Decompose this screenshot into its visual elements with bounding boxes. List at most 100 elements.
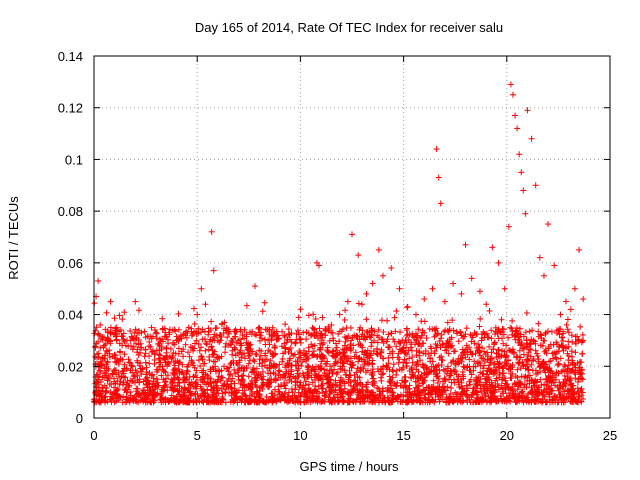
data-point-dense — [385, 344, 392, 351]
data-point — [194, 311, 201, 318]
data-point-dense — [243, 302, 250, 309]
data-point-dense — [380, 370, 387, 377]
data-point-dense — [341, 316, 348, 323]
data-point — [210, 267, 217, 274]
data-point-dense — [508, 325, 515, 332]
data-point — [512, 112, 519, 119]
data-point-dense — [393, 308, 400, 315]
data-point-dense — [557, 355, 564, 362]
data-point-dense — [505, 334, 512, 341]
data-point-dense — [259, 376, 266, 383]
data-point-dense — [142, 371, 149, 378]
data-point — [202, 301, 209, 308]
data-point — [501, 285, 508, 292]
data-point-dense — [239, 332, 246, 339]
data-point — [379, 272, 386, 279]
data-point — [412, 311, 419, 318]
data-point-dense — [206, 357, 213, 364]
data-point-dense — [348, 337, 355, 344]
data-point — [214, 337, 221, 344]
data-point-dense — [255, 325, 262, 332]
data-point-dense — [279, 355, 286, 362]
data-point-dense — [380, 355, 387, 362]
data-point — [576, 246, 583, 253]
data-point-dense — [532, 347, 539, 354]
data-point-dense — [113, 337, 120, 344]
y-tick-label: 0.12 — [58, 101, 83, 116]
data-point — [363, 290, 370, 297]
data-point-dense — [93, 324, 100, 331]
data-point — [433, 146, 440, 153]
data-point-dense — [393, 367, 400, 374]
data-point-dense — [368, 343, 375, 350]
data-point-dense — [572, 349, 579, 356]
data-point-dense — [219, 374, 226, 381]
data-point — [95, 277, 102, 284]
data-point-dense — [295, 314, 302, 321]
data-point-dense — [390, 361, 397, 368]
data-point-dense — [245, 373, 252, 380]
data-point — [557, 311, 564, 318]
x-tick-label: 10 — [293, 428, 307, 443]
data-point-dense — [222, 349, 229, 356]
data-point-dense — [579, 350, 586, 357]
data-point-dense — [202, 347, 209, 354]
data-point-dense — [484, 334, 491, 341]
data-point-dense — [159, 315, 166, 322]
data-point — [388, 265, 395, 272]
data-point — [375, 246, 382, 253]
data-point — [536, 254, 543, 261]
data-point — [198, 285, 205, 292]
data-point-dense — [379, 371, 386, 378]
data-point-dense — [202, 340, 209, 347]
data-point — [495, 259, 502, 266]
data-point — [450, 280, 457, 287]
data-point — [567, 306, 574, 313]
data-point-dense — [262, 326, 269, 333]
data-point — [483, 301, 490, 308]
data-point-dense — [135, 307, 142, 314]
data-point — [509, 91, 516, 98]
data-point — [522, 210, 529, 217]
data-point-dense — [572, 333, 579, 340]
data-point — [551, 262, 558, 269]
data-point-dense — [303, 336, 310, 343]
data-point — [435, 174, 442, 181]
data-point-dense — [169, 379, 176, 386]
x-tick-label: 25 — [603, 428, 617, 443]
data-point-dense — [347, 324, 354, 331]
data-point-dense — [316, 325, 323, 332]
data-point-dense — [457, 329, 464, 336]
data-point-dense — [457, 328, 464, 335]
data-point — [251, 283, 258, 290]
data-point-dense — [103, 309, 110, 316]
data-point-dense — [565, 329, 572, 336]
data-point-dense — [120, 393, 127, 400]
data-point-dense — [380, 328, 387, 335]
data-point — [349, 231, 355, 238]
data-point-dense — [363, 316, 370, 323]
data-point-dense — [276, 361, 283, 368]
data-point-dense — [523, 309, 530, 316]
data-point-dense — [227, 360, 234, 367]
data-point-dense — [275, 383, 282, 390]
data-point-dense — [203, 341, 210, 348]
x-tick-label: 20 — [500, 428, 514, 443]
data-point — [518, 169, 525, 176]
data-point-dense — [538, 399, 545, 406]
data-point-dense — [480, 355, 487, 362]
data-point — [336, 311, 343, 318]
data-point-dense — [292, 339, 299, 346]
data-point — [429, 285, 436, 292]
data-point-dense — [175, 345, 182, 352]
data-point-dense — [175, 375, 182, 382]
data-point-dense — [450, 327, 457, 334]
y-tick-label: 0.04 — [58, 308, 83, 323]
data-point-dense — [554, 362, 561, 369]
data-point-dense — [297, 306, 304, 313]
data-point-dense — [509, 317, 516, 324]
data-point-dense — [378, 349, 385, 356]
data-point-dense — [378, 317, 385, 324]
data-point-dense — [439, 357, 446, 364]
data-point-dense — [321, 366, 328, 373]
